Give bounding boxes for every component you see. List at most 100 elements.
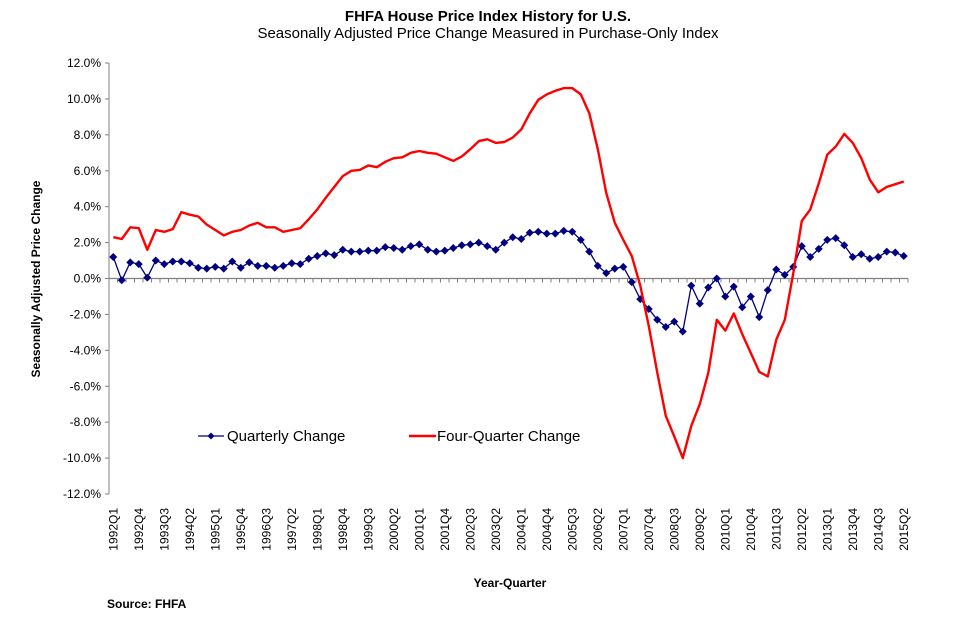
data-point xyxy=(738,303,747,312)
data-point xyxy=(517,234,526,243)
data-point xyxy=(236,263,245,272)
data-point xyxy=(627,278,636,287)
x-tick-label: 1992Q1 xyxy=(106,508,120,551)
data-point xyxy=(763,286,772,295)
x-tick-label: 1997Q2 xyxy=(285,508,299,551)
x-tick-label: 2013Q1 xyxy=(820,508,834,551)
data-point xyxy=(423,245,432,254)
data-point xyxy=(372,246,381,255)
data-point xyxy=(228,257,237,266)
y-tick-label: 0.0% xyxy=(74,272,102,286)
data-point xyxy=(364,246,373,255)
legend: Quarterly Change Four-Quarter Change xyxy=(198,428,580,445)
x-tick-label: 1998Q1 xyxy=(310,508,324,551)
x-tick-label: 2004Q4 xyxy=(540,508,554,551)
data-point xyxy=(117,276,126,285)
x-tick-label: 2009Q2 xyxy=(693,508,707,551)
data-point xyxy=(338,245,347,254)
data-point xyxy=(814,244,823,253)
data-point xyxy=(355,247,364,256)
data-point xyxy=(840,241,849,250)
data-point xyxy=(177,257,186,266)
y-tick-label: 4.0% xyxy=(74,200,102,214)
data-point xyxy=(432,247,441,256)
data-point xyxy=(415,240,424,249)
y-axis: 12.0% 10.0% 8.0% 6.0% 4.0% 2.0% 0.0% -2.0% -4.0%… xyxy=(63,56,110,501)
x-tick-label: 2007Q1 xyxy=(616,508,630,551)
data-point xyxy=(440,246,449,255)
x-tick-label: 1998Q4 xyxy=(336,508,350,551)
y-tick-label: -10.0% xyxy=(63,451,101,465)
series-line xyxy=(113,86,905,460)
x-tick-label: 2001Q1 xyxy=(412,508,426,551)
data-point xyxy=(780,270,789,279)
data-point xyxy=(219,264,228,273)
data-point xyxy=(202,264,211,273)
x-tick-label: 1993Q3 xyxy=(157,508,171,551)
data-point xyxy=(168,257,177,266)
data-point xyxy=(508,233,517,242)
data-point xyxy=(653,315,662,324)
chart-title: FHFA House Price Index History for U.S. xyxy=(344,8,632,25)
data-point xyxy=(126,258,135,267)
x-tick-label: 2010Q1 xyxy=(718,508,732,551)
y-tick-label: -4.0% xyxy=(70,343,102,357)
series-quarterly-change xyxy=(109,226,908,336)
data-point xyxy=(593,261,602,270)
data-point xyxy=(610,264,619,273)
x-tick-label: 2006Q2 xyxy=(591,508,605,551)
data-point xyxy=(585,247,594,256)
x-tick-label: 2012Q2 xyxy=(795,508,809,551)
data-point xyxy=(296,260,305,269)
data-point xyxy=(806,252,815,261)
y-tick-label: 2.0% xyxy=(74,236,102,250)
data-point xyxy=(551,229,560,238)
x-tick-label: 2008Q3 xyxy=(667,508,681,551)
data-point xyxy=(321,249,330,258)
data-point xyxy=(559,226,568,235)
data-point xyxy=(245,258,254,267)
data-point xyxy=(857,250,866,259)
x-tick-label: 2007Q4 xyxy=(642,508,656,551)
x-tick-label: 2014Q3 xyxy=(871,508,885,551)
diamond-marker-icon xyxy=(207,432,215,440)
x-tick-label: 1995Q4 xyxy=(234,508,248,551)
x-tick-label: 2001Q4 xyxy=(438,508,452,551)
data-point xyxy=(865,254,874,263)
data-point xyxy=(185,259,194,268)
source-note: Source: FHFA xyxy=(107,597,187,611)
x-tick-label: 1996Q3 xyxy=(259,508,273,551)
data-point xyxy=(500,238,509,247)
data-point xyxy=(134,260,143,269)
data-point xyxy=(151,256,160,265)
data-point xyxy=(823,235,832,244)
data-point xyxy=(457,241,466,250)
y-tick-label: -8.0% xyxy=(70,415,102,429)
data-point xyxy=(143,273,152,282)
y-tick-label: -6.0% xyxy=(70,379,102,393)
data-point xyxy=(670,317,679,326)
x-tick-label: 2005Q3 xyxy=(565,508,579,551)
series-line xyxy=(112,230,905,333)
y-tick-label: 6.0% xyxy=(74,164,102,178)
x-tick-label: 1994Q2 xyxy=(183,508,197,551)
data-point xyxy=(848,252,857,261)
y-tick-label: 12.0% xyxy=(67,56,101,70)
data-point xyxy=(287,259,296,268)
data-point xyxy=(729,282,738,291)
x-tick-label: 2010Q4 xyxy=(744,508,758,551)
data-point xyxy=(619,262,628,271)
data-point xyxy=(712,274,721,283)
data-point xyxy=(797,242,806,251)
data-point xyxy=(772,265,781,274)
data-point xyxy=(831,234,840,243)
data-point xyxy=(576,235,585,244)
x-tick-label: 2002Q3 xyxy=(463,508,477,551)
data-point xyxy=(542,229,551,238)
data-point xyxy=(109,252,118,261)
data-point xyxy=(449,243,458,252)
data-point xyxy=(330,251,339,260)
data-point xyxy=(211,262,220,271)
x-tick-label: 2004Q1 xyxy=(514,508,528,551)
